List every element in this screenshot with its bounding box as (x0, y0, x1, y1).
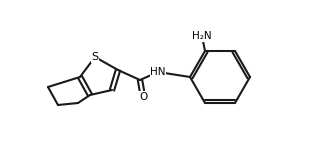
Text: H₂N: H₂N (192, 31, 212, 41)
Text: O: O (139, 92, 147, 102)
Text: HN: HN (150, 67, 166, 77)
Text: S: S (91, 52, 99, 62)
